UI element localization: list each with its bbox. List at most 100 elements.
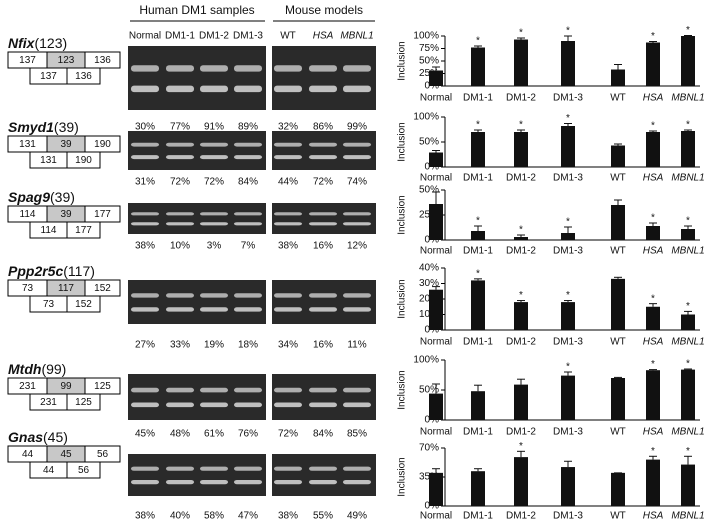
- percent-label: 72%: [313, 177, 333, 188]
- x-tick-label: WT: [610, 93, 626, 104]
- gel-band: [131, 466, 159, 471]
- gel: [128, 280, 266, 324]
- exon-label: 137: [19, 55, 36, 66]
- x-tick-label: MBNL1: [671, 246, 704, 257]
- bar: [681, 36, 695, 86]
- gel-band: [234, 212, 262, 216]
- percent-label: 45%: [135, 429, 155, 440]
- gel-band: [309, 65, 337, 72]
- percent-label: 47%: [238, 511, 258, 522]
- percent-label: 77%: [170, 122, 190, 133]
- gel-band: [343, 293, 371, 298]
- x-tick-label: Normal: [420, 511, 452, 522]
- bar: [514, 457, 528, 506]
- percent-label: 85%: [347, 429, 367, 440]
- exon-label: 114: [20, 209, 36, 220]
- bar: [681, 314, 695, 330]
- x-tick-label: MBNL1: [671, 93, 704, 104]
- y-tick-label: 100%: [413, 355, 439, 366]
- exon-label: 136: [75, 71, 92, 82]
- bar: [646, 370, 660, 420]
- exon: [84, 279, 121, 297]
- exon-size: (39): [50, 189, 75, 205]
- gel: [272, 203, 376, 234]
- significance: *: [566, 290, 570, 301]
- x-tick-label: DM1-1: [463, 511, 493, 522]
- significance: *: [476, 268, 480, 279]
- y-axis-label: Inclusion: [397, 41, 408, 80]
- x-tick-label: DM1-3: [553, 173, 583, 184]
- x-tick-label: MBNL1: [671, 511, 704, 522]
- gel-band: [166, 387, 194, 393]
- bar: [561, 126, 575, 167]
- significance: *: [686, 216, 690, 227]
- y-tick-label: 0%: [425, 235, 440, 246]
- bar: [429, 289, 443, 330]
- percent-label: 16%: [313, 340, 333, 351]
- gel-band: [309, 293, 337, 298]
- y-tick-label: 50%: [419, 56, 439, 67]
- bar: [471, 280, 485, 330]
- y-tick-label: 0%: [425, 415, 440, 426]
- percent-label: 38%: [278, 511, 298, 522]
- exon-label: 125: [75, 397, 92, 408]
- x-tick-label: Normal: [420, 337, 452, 348]
- bar: [429, 393, 443, 420]
- exon-label: 231: [19, 381, 36, 392]
- gene: Smyd1: [8, 119, 54, 135]
- percent-label: 16%: [313, 241, 333, 252]
- gel-band: [200, 480, 228, 485]
- gel-band: [166, 65, 194, 72]
- bar: [429, 204, 443, 240]
- gene: Mtdh: [8, 361, 41, 377]
- x-tick-label: DM1-1: [463, 246, 493, 257]
- exon-size: (45): [43, 429, 68, 445]
- bar: [514, 237, 528, 240]
- significance: *: [686, 25, 690, 36]
- gel-band: [200, 65, 228, 72]
- exon-label: 123: [58, 55, 75, 66]
- x-tick-label: Normal: [420, 93, 452, 104]
- x-tick-label: DM1-2: [506, 511, 536, 522]
- bar: [514, 302, 528, 330]
- x-tick-label: HSA: [643, 93, 664, 104]
- x-tick-label: DM1-1: [463, 427, 493, 438]
- gel-band: [274, 293, 302, 298]
- gel-band: [274, 155, 302, 160]
- exon-label: 136: [94, 55, 111, 66]
- x-tick-label: HSA: [643, 246, 664, 257]
- exon-label: 99: [60, 381, 72, 392]
- gel-band: [343, 466, 371, 471]
- y-tick-label: 50%: [419, 385, 439, 396]
- percent-label: 38%: [135, 241, 155, 252]
- exon-size: (39): [54, 119, 79, 135]
- significance: *: [566, 26, 570, 37]
- gel-band: [166, 402, 194, 408]
- gel: [128, 454, 266, 496]
- gel-band: [274, 480, 302, 485]
- gel-band: [309, 155, 337, 160]
- gel-band: [309, 387, 337, 393]
- y-tick-label: 30%: [419, 278, 439, 289]
- gel-band: [200, 212, 228, 216]
- percent-label: 91%: [204, 122, 224, 133]
- bar: [611, 69, 625, 86]
- x-tick-label: DM1-3: [553, 427, 583, 438]
- bar: [561, 233, 575, 240]
- gel-band: [274, 307, 302, 312]
- gene-name: Gnas(45): [8, 429, 68, 445]
- bar: [611, 378, 625, 420]
- gel: [128, 46, 266, 110]
- exon-label: 117: [58, 283, 74, 294]
- x-tick-label: HSA: [643, 173, 664, 184]
- exon-label: 44: [22, 449, 34, 460]
- percent-label: 61%: [204, 429, 224, 440]
- significance: *: [686, 359, 690, 370]
- gel-band: [343, 155, 371, 160]
- percent-label: 38%: [135, 511, 155, 522]
- gel-band: [234, 142, 262, 147]
- gel-band: [200, 466, 228, 471]
- gel-band: [200, 142, 228, 147]
- gel-band: [234, 387, 262, 393]
